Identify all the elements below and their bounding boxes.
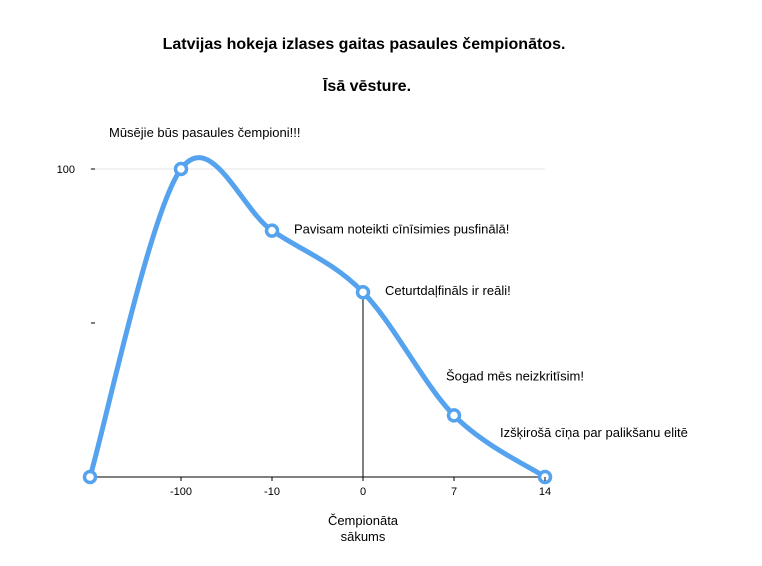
data-point <box>446 408 462 423</box>
data-point <box>264 223 280 238</box>
x-tick-label: 0 <box>360 486 366 498</box>
x-tick-label: 14 <box>539 486 551 498</box>
chart-title: Latvijas hokeja izlases gaitas pasaules … <box>162 36 566 53</box>
series-group <box>82 155 553 485</box>
y-tick-label: 100 <box>57 164 75 176</box>
x-tick-label: 7 <box>451 486 457 498</box>
annotation-text: Šogad mēs neizkritīsim! <box>446 368 584 383</box>
data-point <box>173 161 189 177</box>
x-tick-label: -10 <box>264 486 280 498</box>
data-point <box>82 469 98 485</box>
data-point <box>355 284 371 300</box>
x-axis-title: Čempionāta sākums <box>328 513 399 544</box>
chart-axes <box>90 168 545 478</box>
x-axis-title-text: Čempionāta sākums <box>328 513 399 544</box>
series-line <box>87 155 548 480</box>
annotation-text: Izšķirošā cīņa par palikšanu elitē <box>500 425 688 440</box>
annotation-text: Mūsējie būs pasaules čempioni!!! <box>109 125 301 140</box>
x-tick-label: -100 <box>170 486 192 498</box>
annotation-text: Pavisam noteikti cīnīsimies pusfinālā! <box>294 222 509 237</box>
annotation-text: Ceturtdaļfināls ir reāli! <box>385 283 511 298</box>
y-tick-labels: 100 <box>57 164 95 324</box>
x-tick-labels: -100 -10 0 7 14 <box>170 477 551 498</box>
annotations-group: Mūsējie būs pasaules čempioni!!! Pavisam … <box>109 125 688 440</box>
chart-subtitle: Īsā vēsture. <box>322 78 412 95</box>
